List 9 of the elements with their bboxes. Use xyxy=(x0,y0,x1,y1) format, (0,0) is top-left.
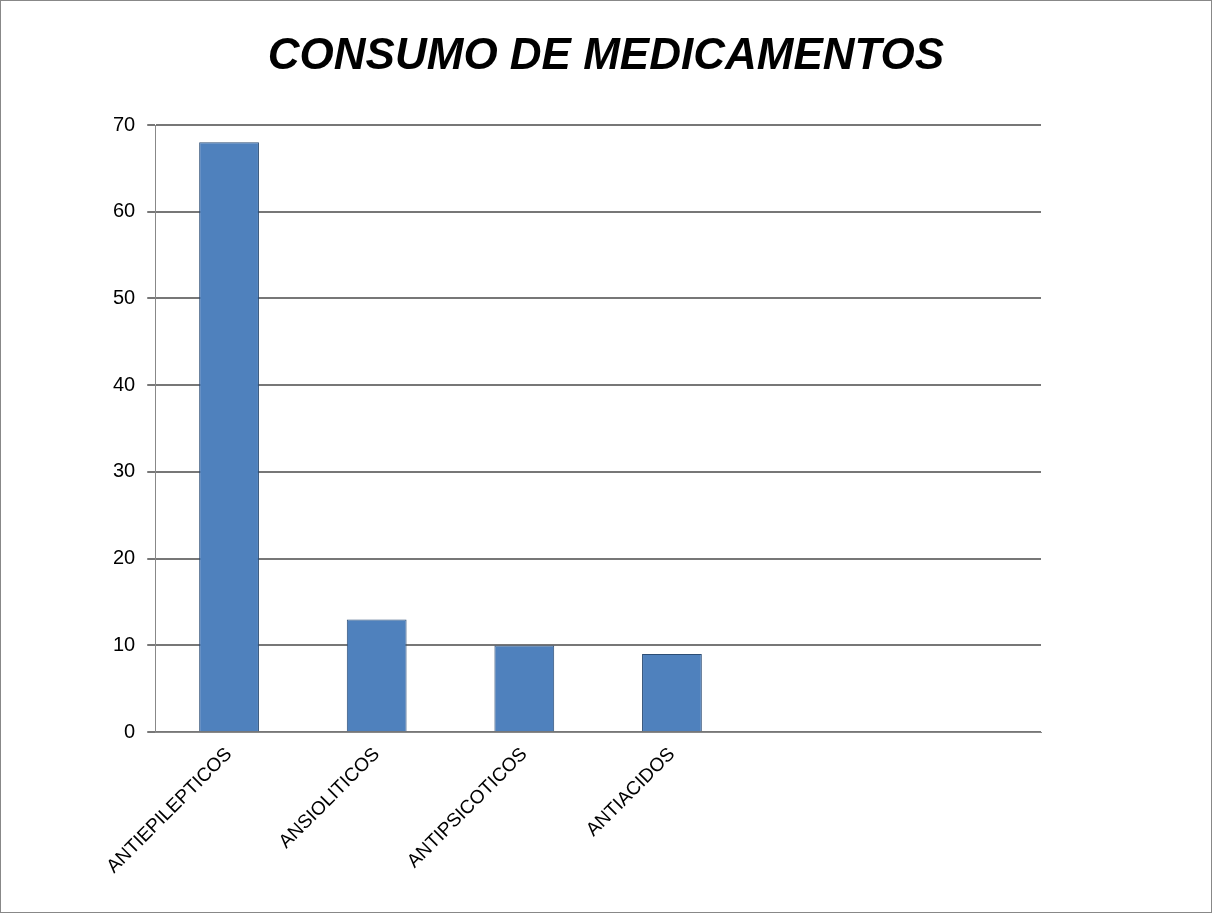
y-tick-label: 40 xyxy=(113,372,136,395)
y-tick-label: 60 xyxy=(113,199,136,222)
y-tick-label: 10 xyxy=(113,632,136,655)
y-tick-label: 30 xyxy=(113,459,136,482)
y-tick-label: 0 xyxy=(124,719,136,742)
y-tick-label: 70 xyxy=(113,112,136,135)
chart-title: CONSUMO DE MEDICAMENTOS xyxy=(266,29,946,79)
y-tick-label: 50 xyxy=(113,285,136,308)
y-tick-label: 20 xyxy=(113,546,136,569)
